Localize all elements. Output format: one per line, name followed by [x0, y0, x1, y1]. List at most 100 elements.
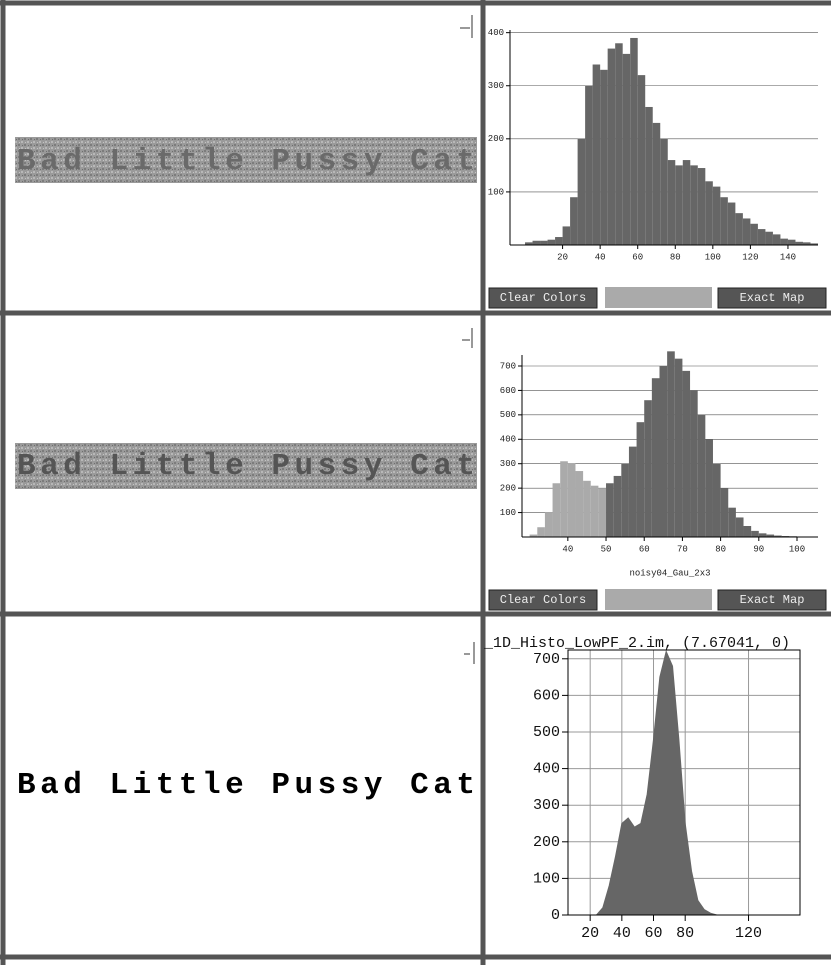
x-tick-label: 40 — [613, 925, 631, 942]
y-tick-label: 100 — [488, 187, 504, 197]
bar — [537, 527, 545, 537]
bar — [652, 378, 660, 537]
bar — [683, 160, 691, 245]
y-tick-label: 300 — [488, 81, 504, 91]
bar — [659, 366, 667, 537]
y-tick-label: 600 — [500, 386, 516, 396]
bar — [728, 508, 736, 537]
x-tick-label: 50 — [601, 544, 612, 554]
bar — [750, 224, 758, 245]
button-label[interactable]: Clear Colors — [500, 593, 586, 607]
bar — [690, 165, 698, 245]
y-tick-label: 600 — [533, 687, 560, 704]
button-label[interactable]: Exact Map — [740, 291, 805, 305]
bar — [583, 481, 591, 537]
x-tick-label: 60 — [632, 252, 643, 262]
x-tick-label: 40 — [595, 252, 606, 262]
bar — [545, 513, 553, 537]
bar — [759, 533, 767, 537]
bar — [705, 181, 713, 245]
x-tick-label: 20 — [581, 925, 599, 942]
corner-marks — [460, 15, 474, 664]
x-tick-label: 60 — [639, 544, 650, 554]
bar — [568, 464, 576, 537]
bar — [720, 197, 728, 245]
bar — [553, 483, 561, 537]
bar — [690, 390, 698, 537]
bar — [751, 531, 759, 537]
bar — [575, 471, 583, 537]
bar — [585, 86, 593, 245]
x-tick-label: 100 — [705, 252, 721, 262]
bar — [780, 239, 788, 245]
y-tick-label: 0 — [551, 907, 560, 924]
x-tick-label: 90 — [753, 544, 764, 554]
y-tick-label: 100 — [500, 508, 516, 518]
bar — [660, 139, 668, 245]
button-label[interactable]: Exact Map — [740, 593, 805, 607]
y-tick-label: 700 — [533, 651, 560, 668]
button-label[interactable]: Clear Colors — [500, 291, 586, 305]
x-tick-label: 80 — [715, 544, 726, 554]
bar — [713, 187, 721, 245]
y-tick-label: 700 — [500, 361, 516, 371]
bar — [668, 160, 676, 245]
bar — [606, 483, 614, 537]
bar — [675, 359, 683, 537]
bar — [713, 464, 721, 537]
bar — [614, 476, 622, 537]
bar — [621, 464, 629, 537]
bar — [629, 447, 637, 537]
x-tick-label: 100 — [789, 544, 805, 554]
bar — [645, 107, 653, 245]
bar — [555, 237, 563, 245]
bar — [600, 70, 608, 245]
bar — [608, 49, 616, 245]
bar — [698, 415, 706, 537]
bar — [653, 123, 661, 245]
screen: Bad Little Pussy Cat Bad Little Pussy Ca… — [0, 0, 831, 965]
x-tick-label: 70 — [677, 544, 688, 554]
bar — [578, 139, 586, 245]
bar — [570, 197, 578, 245]
bar — [698, 168, 706, 245]
chart-title: _1D_Histo_LowPF_2.im, (7.67041, 0) — [483, 635, 790, 652]
y-tick-label: 200 — [533, 834, 560, 851]
x-tick-label: 40 — [562, 544, 573, 554]
bar — [637, 422, 645, 537]
filtered-image — [15, 443, 477, 489]
y-tick-label: 100 — [533, 870, 560, 887]
bar — [788, 240, 796, 245]
bar — [743, 218, 751, 245]
y-tick-label: 500 — [533, 724, 560, 741]
bar — [540, 241, 548, 245]
x-tick-label: 80 — [676, 925, 694, 942]
x-axis-label: noisy04_Gau_2x3 — [629, 568, 710, 578]
bar — [533, 241, 541, 245]
x-tick-label: 60 — [645, 925, 663, 942]
bar — [735, 213, 743, 245]
bar — [638, 75, 646, 245]
noisy-image — [15, 137, 477, 183]
bar — [721, 488, 729, 537]
y-tick-label: 200 — [500, 484, 516, 494]
bar — [765, 232, 773, 245]
image-text: Bad Little Pussy Cat — [17, 768, 475, 803]
area — [597, 651, 717, 915]
y-tick-label: 400 — [500, 435, 516, 445]
bar — [667, 351, 675, 537]
bar — [644, 400, 652, 537]
bar — [705, 439, 713, 537]
x-tick-label: 140 — [780, 252, 796, 262]
bar — [598, 488, 606, 537]
bar — [623, 54, 631, 245]
bar — [744, 526, 752, 537]
bar — [560, 461, 568, 537]
x-tick-label: 120 — [735, 925, 762, 942]
x-tick-label: 80 — [670, 252, 681, 262]
bar — [630, 38, 638, 245]
color-swatch — [605, 287, 712, 308]
bar — [682, 371, 690, 537]
x-tick-label: 120 — [742, 252, 758, 262]
y-tick-label: 500 — [500, 410, 516, 420]
